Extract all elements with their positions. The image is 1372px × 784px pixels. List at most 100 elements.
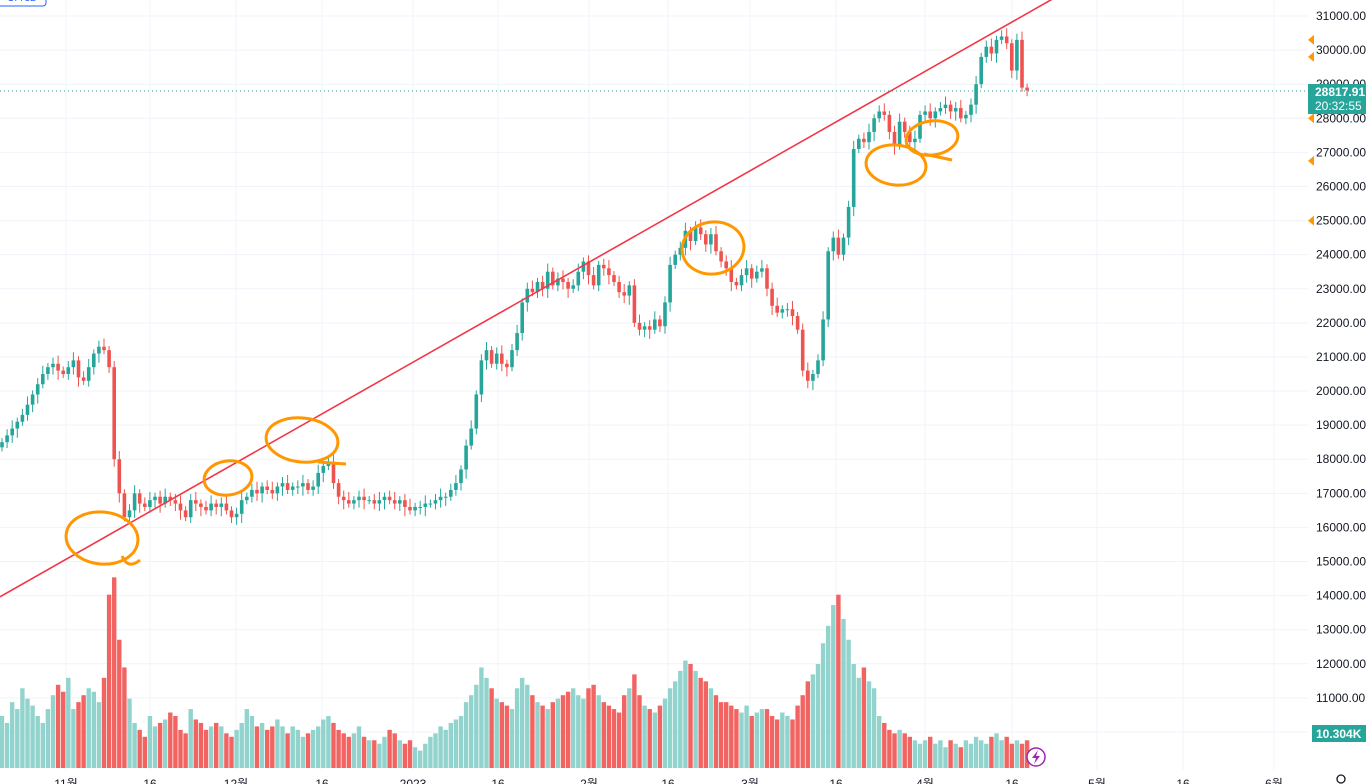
volume-bar — [586, 688, 591, 768]
candle-body — [576, 271, 581, 286]
candle-body — [765, 268, 769, 289]
time-tick-label: 16 — [491, 777, 505, 784]
candle-body — [250, 489, 254, 497]
annotation-stroke — [923, 152, 953, 162]
trendline[interactable] — [0, 0, 1250, 598]
candle-body — [433, 500, 438, 504]
candle-body — [347, 500, 351, 504]
candle-body — [275, 486, 280, 494]
volume-bar — [866, 681, 872, 768]
volume-bar — [713, 695, 719, 768]
volume-bar — [81, 695, 86, 768]
annotation-circle — [202, 459, 254, 497]
candle-body — [1004, 36, 1009, 44]
candle-body — [831, 237, 836, 252]
candle-body — [653, 319, 657, 330]
volume-bar — [1009, 743, 1014, 768]
volume-bar — [168, 712, 173, 768]
time-tick-label: 2023 — [400, 777, 427, 784]
volume-bar — [412, 747, 418, 768]
candle-body — [188, 500, 193, 518]
volume-bar — [142, 736, 147, 768]
candle-body — [403, 500, 407, 507]
candle-body — [999, 36, 1004, 40]
volume-bar — [163, 719, 168, 768]
volume-bar — [377, 743, 382, 768]
volume-bar — [387, 729, 392, 768]
volume-bar — [402, 743, 408, 768]
candle-body — [494, 353, 499, 364]
alert-marker[interactable] — [1308, 34, 1314, 45]
volume-bar — [769, 716, 775, 768]
candle-body — [173, 500, 178, 504]
volume-bar — [560, 695, 566, 768]
price-axis-bg — [1308, 0, 1372, 770]
volume-bar — [351, 733, 357, 768]
volume-bar — [810, 674, 816, 768]
candle-body — [362, 496, 366, 501]
alert-marker[interactable] — [1308, 155, 1314, 166]
candle-body — [423, 503, 428, 507]
volume-bar — [433, 733, 438, 768]
candle-body — [438, 496, 443, 501]
volume-bar — [244, 709, 249, 768]
time-axis[interactable]: 11월 16 12월 16 2023 16 2월 16 3월 16 4월 16 5월 16 6월 — [54, 777, 1283, 784]
alert-marker[interactable] — [1308, 51, 1314, 62]
volume-bar — [152, 726, 158, 768]
volume-bar — [35, 716, 40, 768]
candle-body — [367, 500, 371, 502]
candle-body — [596, 264, 601, 286]
volume-bar — [137, 729, 142, 768]
volume-value: 10.304K — [1316, 727, 1362, 741]
time-tick-label: 3월 — [741, 777, 759, 784]
candle-body — [612, 275, 616, 282]
candle-body — [255, 489, 259, 494]
volume-bar — [295, 729, 300, 768]
volume-bar — [637, 695, 642, 768]
candle-body — [285, 483, 290, 490]
volume-bar — [953, 743, 958, 768]
time-tick-label: 6월 — [1265, 777, 1283, 784]
volume-bar — [688, 664, 693, 768]
volume-bar — [443, 729, 448, 768]
candle-body — [938, 108, 943, 112]
symbol-badge[interactable]: 17732 — [0, 0, 47, 7]
volume-bar — [356, 726, 362, 768]
candle-body — [918, 114, 922, 139]
volume-bar — [616, 712, 622, 768]
candle-body — [484, 350, 489, 361]
volume-bar — [331, 722, 336, 768]
volume-bar — [627, 688, 632, 768]
volume-bar — [4, 722, 10, 768]
candle-body — [642, 326, 647, 330]
volume-bars — [0, 577, 1030, 768]
volume-bar — [892, 733, 897, 768]
candle-body — [489, 350, 494, 364]
candle-body — [183, 510, 188, 518]
price-axis[interactable]: 31000.0030000.0029000.0028000.0027000.00… — [1308, 0, 1372, 770]
volume-bar — [86, 688, 91, 768]
candle-body — [224, 503, 229, 511]
candle-body — [811, 374, 815, 381]
volume-bar — [601, 702, 606, 768]
volume-bar — [683, 660, 688, 768]
candle-body — [622, 292, 626, 296]
alert-marker[interactable] — [1308, 113, 1314, 124]
settings-icon[interactable] — [1336, 774, 1346, 784]
candle-body — [30, 394, 35, 405]
candle-body — [296, 486, 300, 488]
candle-body — [545, 271, 550, 289]
lightning-icon[interactable] — [1026, 747, 1046, 767]
candle-body — [66, 367, 71, 374]
candle-body — [132, 493, 137, 511]
price-tick-label: 18000.00 — [1316, 452, 1366, 466]
candle-body — [214, 503, 218, 507]
volume-bar — [662, 698, 668, 768]
candle-body — [607, 268, 611, 276]
alert-marker[interactable] — [1308, 215, 1314, 226]
volume-bar — [841, 618, 846, 768]
price-tick-label: 19000.00 — [1316, 418, 1366, 432]
candle-body — [239, 500, 244, 514]
candle-body — [127, 510, 132, 518]
